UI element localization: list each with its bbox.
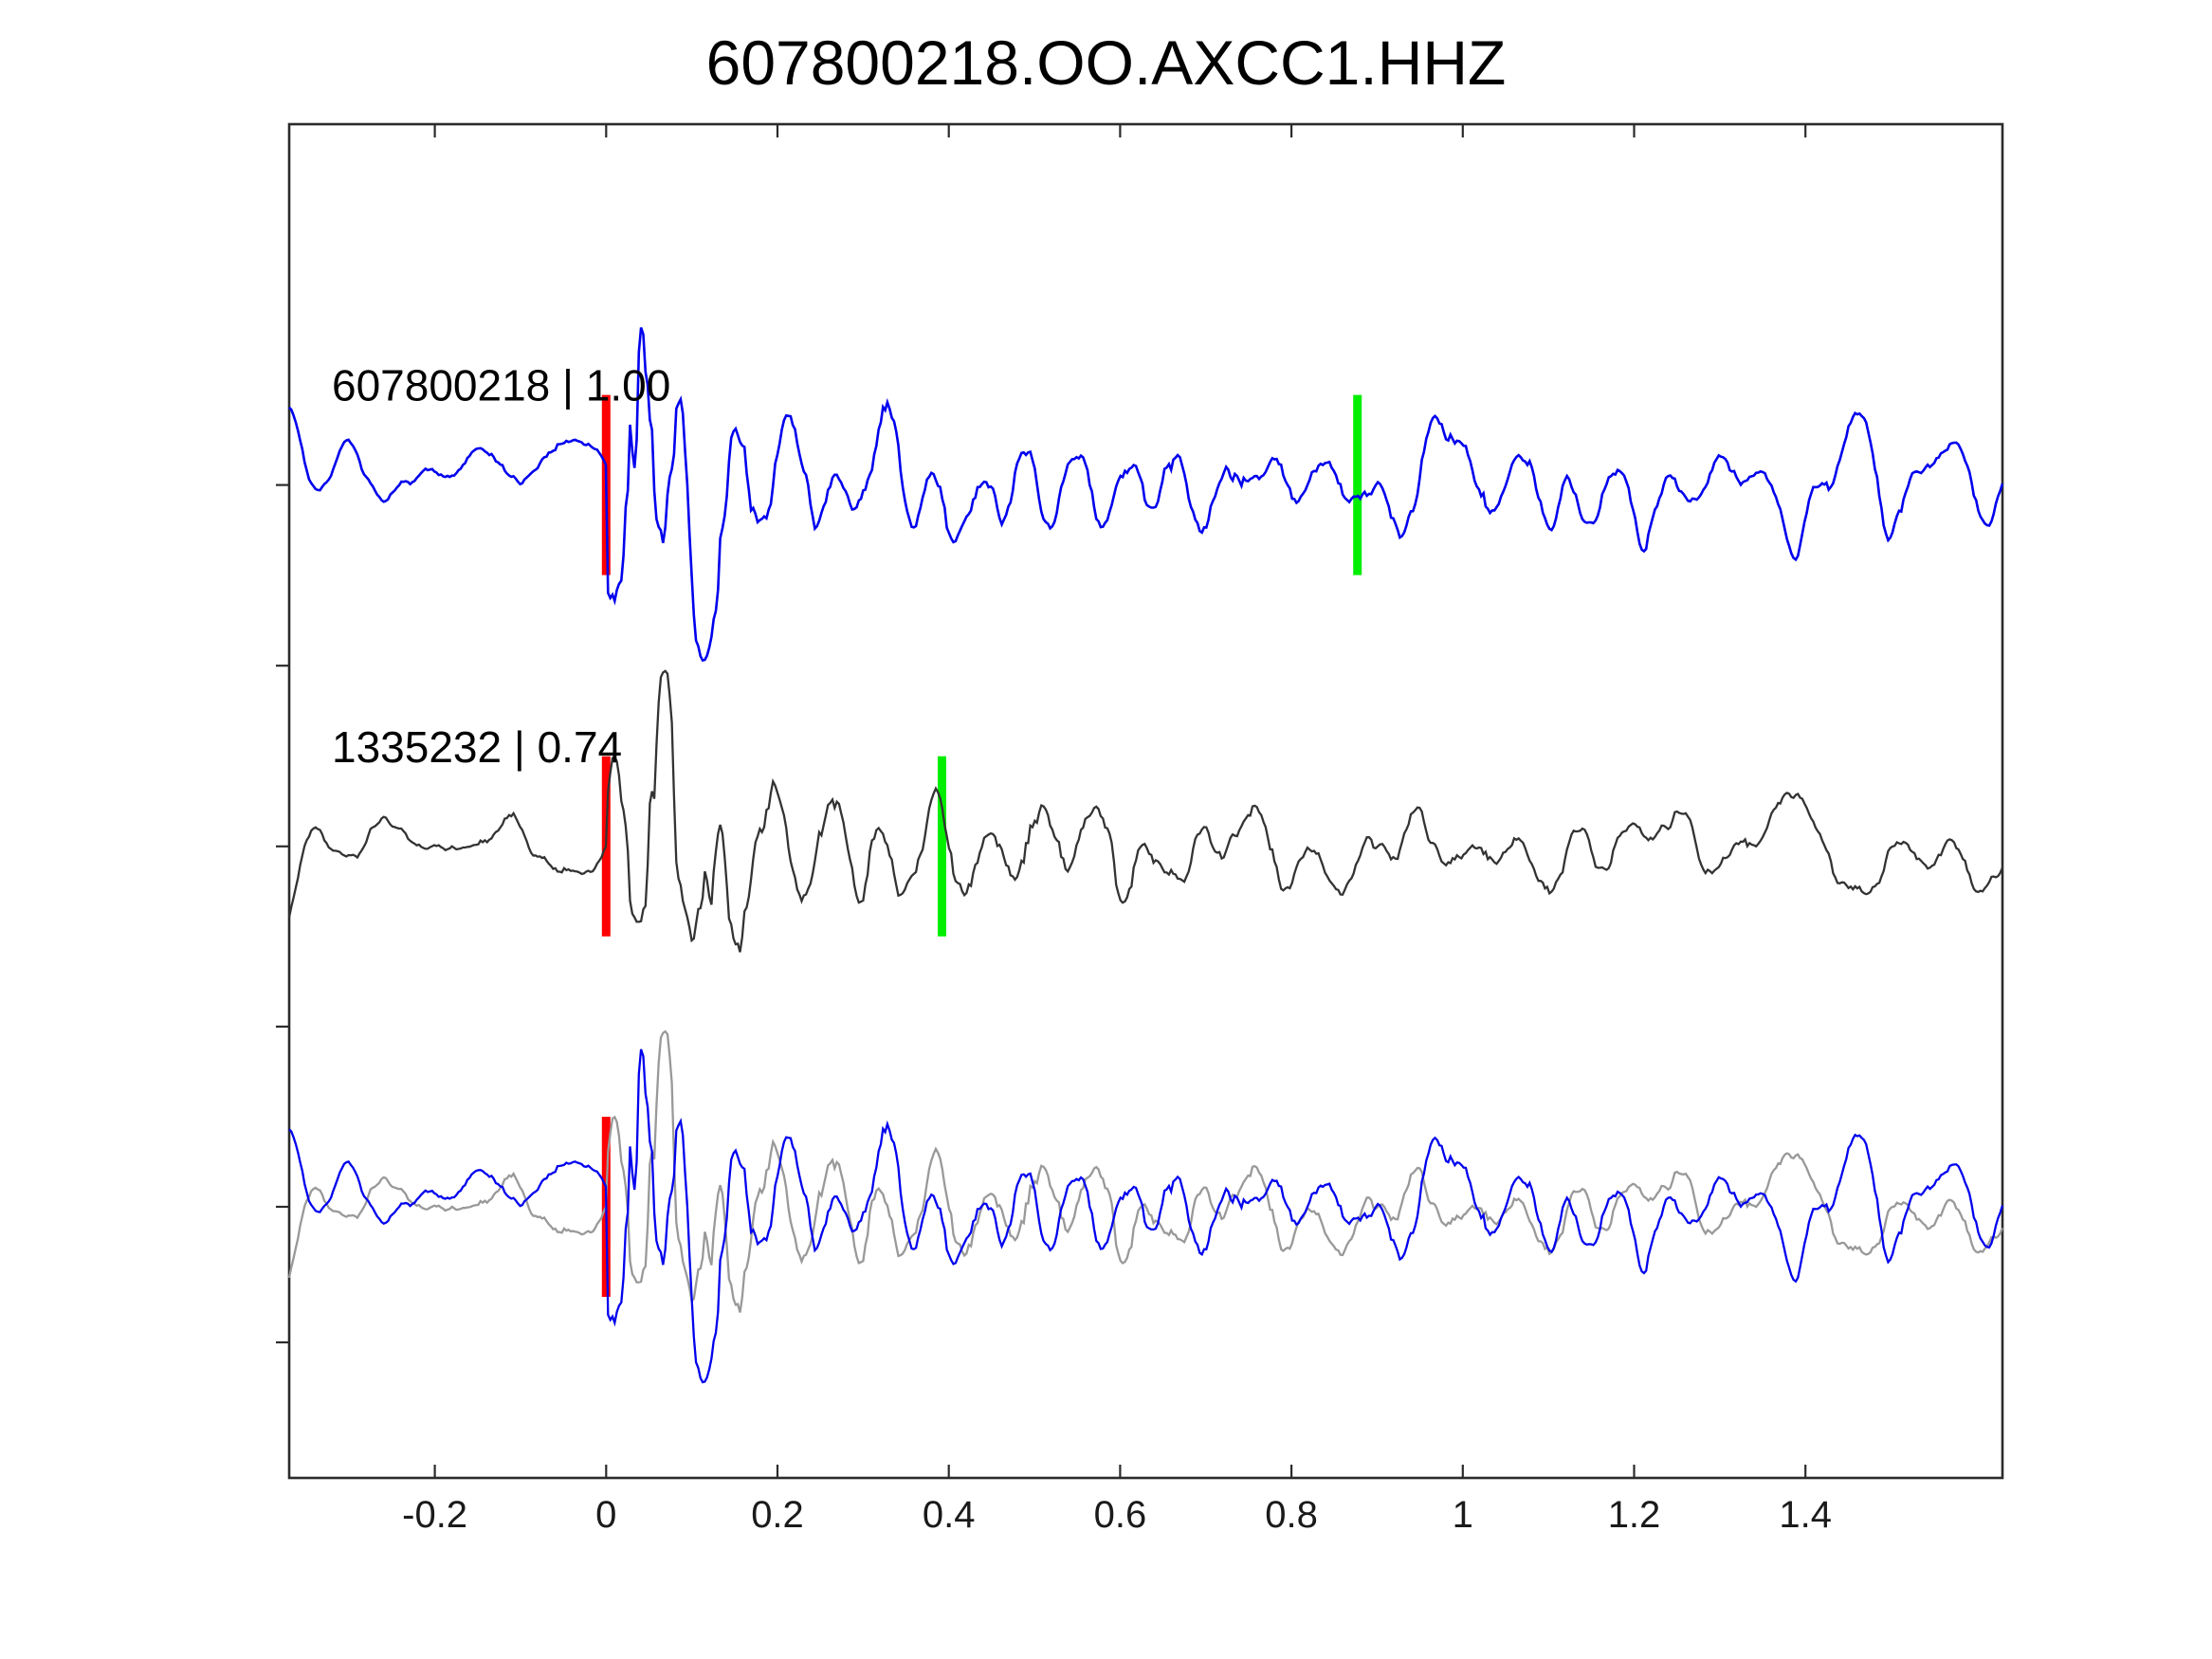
svg-text:0: 0 <box>595 1494 616 1536</box>
svg-text:1.2: 1.2 <box>1608 1494 1661 1536</box>
svg-text:0.2: 0.2 <box>751 1494 804 1536</box>
svg-text:1.4: 1.4 <box>1779 1494 1832 1536</box>
svg-text:1: 1 <box>1453 1494 1473 1536</box>
svg-text:0.6: 0.6 <box>1094 1494 1147 1536</box>
svg-text:-0.2: -0.2 <box>402 1494 467 1536</box>
svg-text:0.8: 0.8 <box>1265 1494 1318 1536</box>
svg-text:1335232 | 0.74: 1335232 | 0.74 <box>332 722 622 772</box>
svg-text:0.4: 0.4 <box>923 1494 976 1536</box>
svg-text:607800218 | 1.00: 607800218 | 1.00 <box>332 361 670 410</box>
